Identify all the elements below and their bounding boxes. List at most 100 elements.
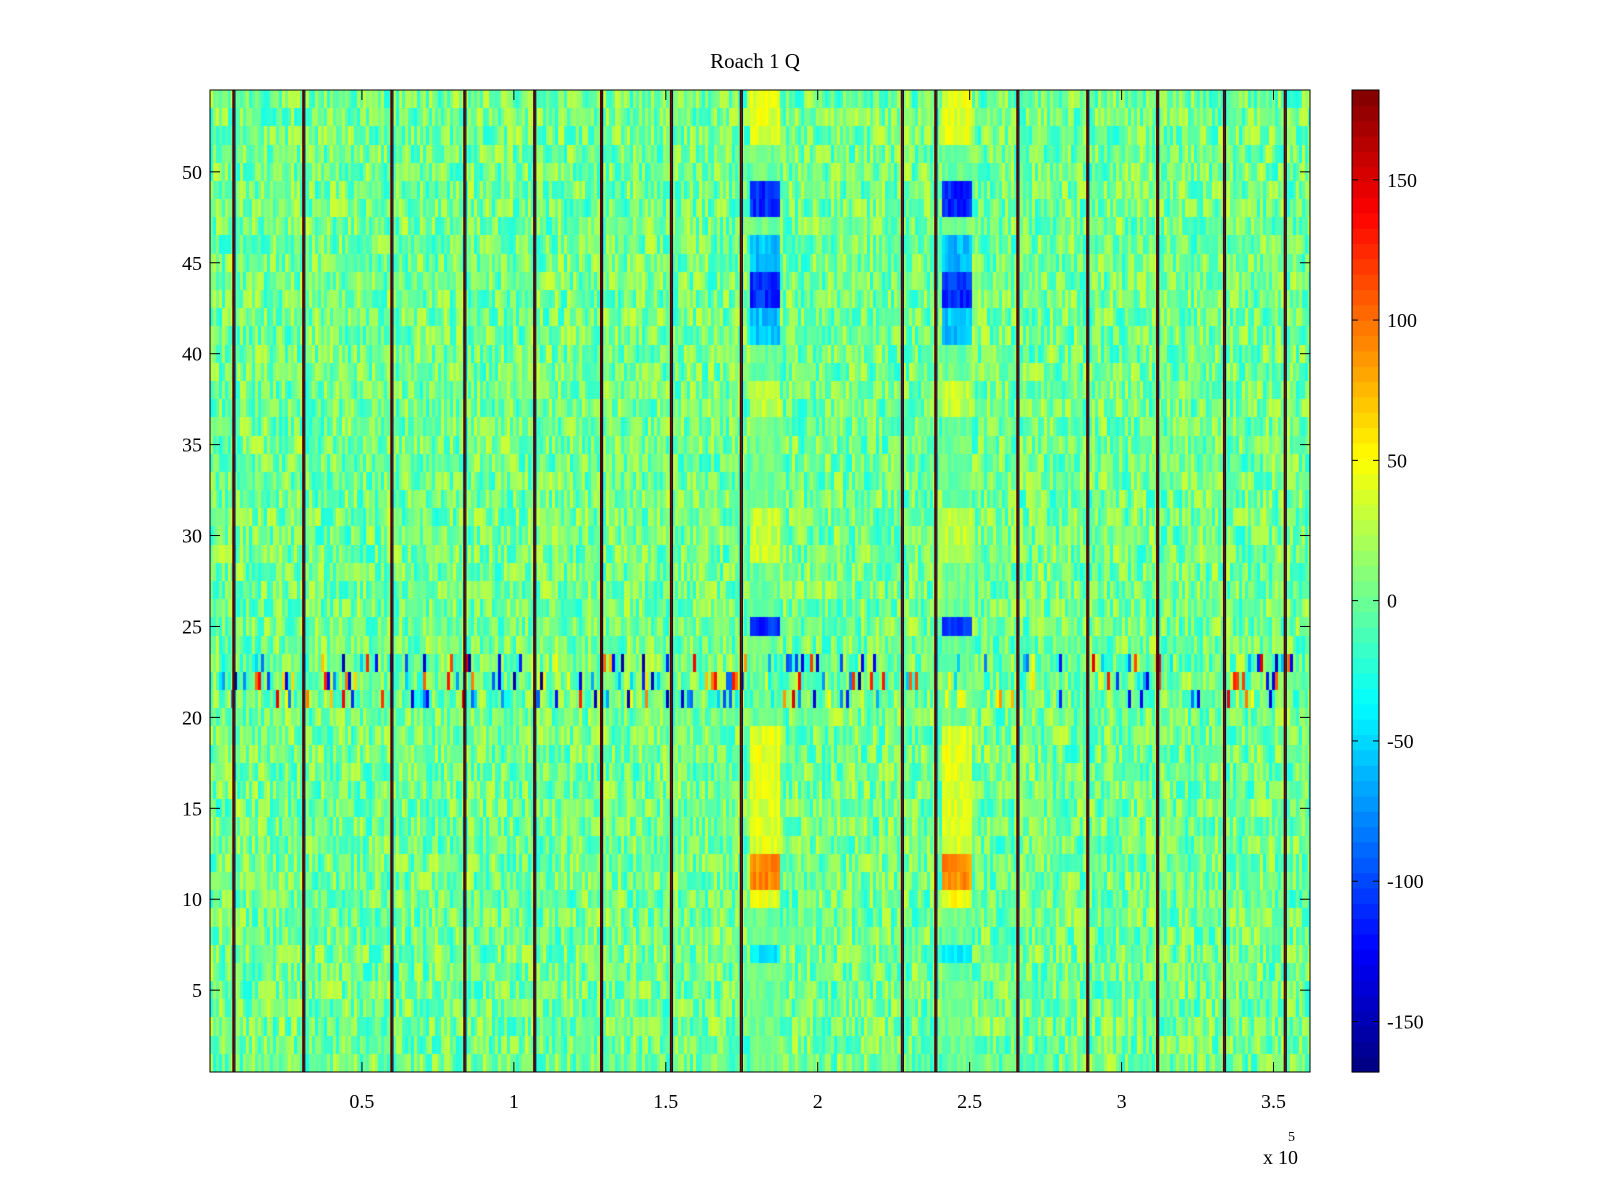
colorbar-band (1352, 811, 1379, 828)
colorbar-band (1352, 719, 1379, 736)
colorbar-band (1352, 949, 1379, 966)
colorbar-band (1352, 749, 1379, 766)
colorbar-band (1352, 320, 1379, 337)
vertical-line (1158, 90, 1160, 1072)
colorbar-band (1352, 565, 1379, 582)
colorbar-band (1352, 734, 1379, 751)
vertical-line (392, 90, 394, 1072)
vertical-line (934, 90, 937, 1072)
colorbar-band (1352, 243, 1379, 260)
vertical-line (902, 90, 905, 1072)
colorbar-band (1352, 887, 1379, 904)
vertical-line (1086, 90, 1089, 1072)
colorbar-band (1352, 105, 1379, 122)
vertical-line (599, 90, 602, 1072)
colorbar-tick-label: 0 (1387, 591, 1397, 613)
colorbar-band (1352, 918, 1379, 935)
colorbar-tick-label: 150 (1387, 170, 1417, 192)
colorbar-band (1352, 627, 1379, 643)
y-axis: 5 10 15 20 25 30 35 40 45 50 (182, 162, 1310, 1002)
colorbar-band (1352, 197, 1379, 214)
colorbar-band (1352, 381, 1379, 398)
x-multiplier-exponent: 5 (1288, 1130, 1295, 1145)
colorbar-band (1352, 1010, 1379, 1027)
colorbar-band (1352, 1041, 1379, 1058)
x-tick-label: 1.5 (653, 1091, 678, 1113)
x-multiplier-base: x 10 (1263, 1147, 1298, 1169)
vertical-line (535, 90, 537, 1072)
vertical-line (304, 90, 306, 1072)
x-axis: 0.5 1 1.5 2 2.5 3 3.5 (349, 90, 1286, 1113)
colorbar-band (1352, 90, 1379, 106)
vertical-line (1018, 90, 1020, 1072)
colorbar-border (1351, 89, 1380, 1073)
colorbar-band (1352, 212, 1379, 229)
colorbar-band (1352, 274, 1379, 291)
colorbar-band (1352, 995, 1379, 1012)
vertical-line (601, 90, 604, 1072)
colorbar-band (1352, 964, 1379, 981)
colorbar-band (1352, 688, 1379, 705)
colorbar-band (1352, 458, 1379, 475)
plot-axes-frame (209, 89, 1311, 1073)
colorbar-band (1352, 412, 1379, 429)
colorbar-band (1352, 841, 1379, 858)
colorbar-band (1352, 166, 1379, 183)
y-tick-label: 40 (182, 344, 202, 366)
plot-border (209, 89, 1311, 1073)
colorbar-band (1352, 857, 1379, 874)
x-axis-multiplier: x 10 5 (1263, 1130, 1298, 1169)
y-tick-label: 30 (182, 526, 202, 548)
x-tick-label: 3.5 (1261, 1091, 1286, 1113)
colorbar-band (1352, 596, 1379, 613)
vertical-line (1224, 90, 1227, 1072)
vertical-line (669, 90, 672, 1072)
vertical-line (1285, 90, 1287, 1072)
vertical-line (1222, 90, 1225, 1072)
colorbar-frame (1351, 89, 1380, 1073)
y-tick-label: 50 (182, 162, 202, 184)
colorbar-band (1352, 366, 1379, 383)
vertical-line (463, 90, 466, 1072)
vertical-line (465, 90, 467, 1072)
colorbar-band (1352, 289, 1379, 306)
x-tick-label: 0.5 (349, 1091, 374, 1113)
heatmap (210, 90, 1310, 1072)
colorbar-band (1352, 534, 1379, 551)
colorbar-tick-label: 100 (1387, 310, 1417, 332)
vertical-line (232, 90, 235, 1072)
chart-title: Roach 1 Q (710, 49, 800, 73)
vertical-line (234, 90, 236, 1072)
colorbar-tick-label: -100 (1387, 871, 1424, 893)
colorbar-band (1352, 780, 1379, 797)
y-tick-label: 10 (182, 889, 202, 911)
x-tick-label: 3 (1117, 1091, 1127, 1113)
x-tick-label: 1 (509, 1091, 519, 1113)
colorbar-band (1352, 350, 1379, 367)
vertical-line (1088, 90, 1090, 1072)
x-tick-label: 2 (813, 1091, 823, 1113)
y-tick-label: 20 (182, 707, 202, 729)
colorbar-band (1352, 136, 1379, 152)
vertical-line (1156, 90, 1159, 1072)
colorbar-band (1352, 979, 1379, 996)
colorbar-tick-label: 50 (1387, 450, 1407, 472)
vertical-line (671, 90, 674, 1072)
colorbar-band (1352, 581, 1379, 597)
colorbar-band (1352, 550, 1379, 567)
y-tick-label: 35 (182, 435, 202, 457)
colorbar-band (1352, 673, 1379, 690)
colorbar-band (1352, 504, 1379, 521)
colorbar-band (1352, 120, 1379, 137)
colorbar-band (1352, 642, 1379, 659)
colorbar-band (1352, 335, 1379, 352)
colorbar-band (1352, 872, 1379, 889)
heatmap-image (210, 90, 1310, 1072)
colorbar-ticks: -150 -100 -50 0 50 100 150 (1352, 170, 1424, 1033)
y-tick-label: 5 (192, 980, 202, 1002)
vertical-line (936, 90, 938, 1072)
colorbar-band (1352, 1056, 1379, 1073)
colorbar-tick-label: -150 (1387, 1011, 1424, 1033)
y-tick-label: 25 (182, 616, 202, 638)
